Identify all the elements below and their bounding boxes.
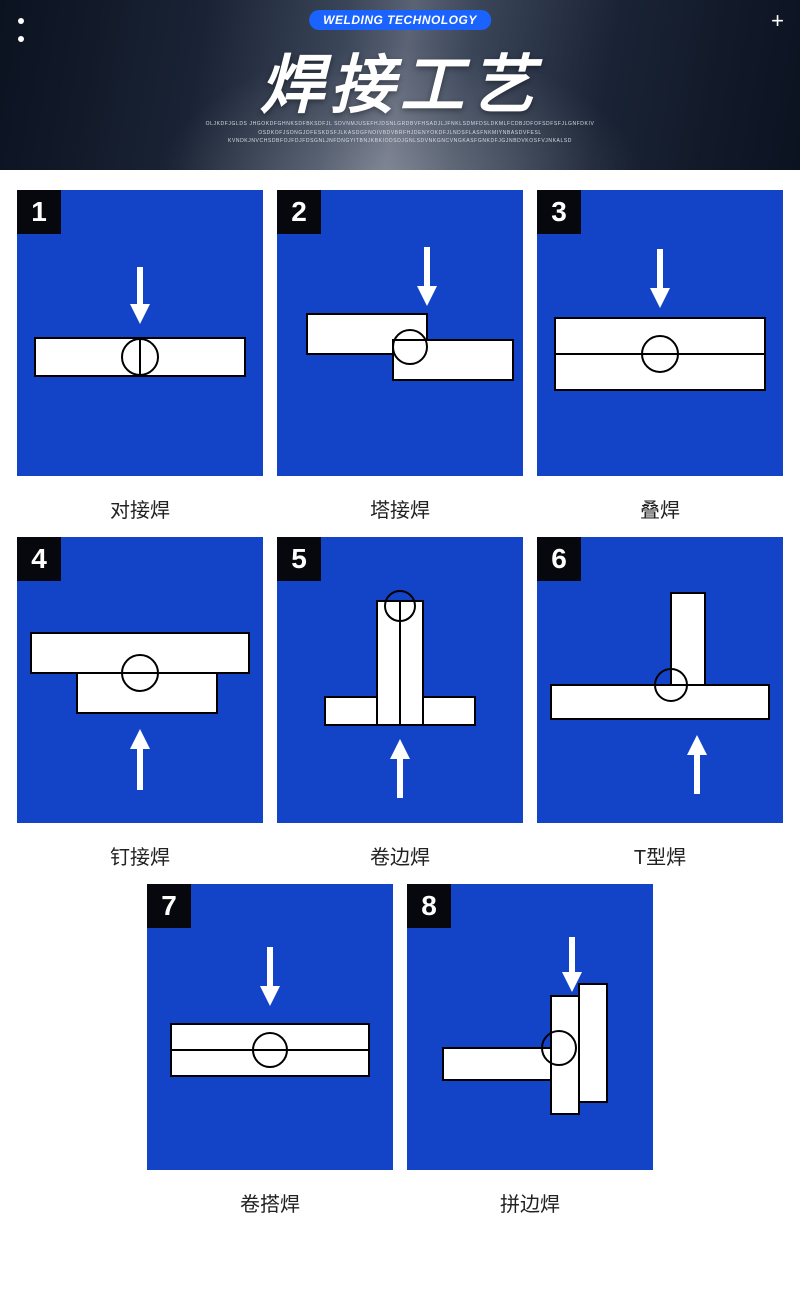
card-4: 4 [17,537,263,823]
card-2: 2 [277,190,523,476]
card-5: 5 [277,537,523,823]
technique-grid: 1 对接焊 2 塔接焊 3 [0,170,800,1247]
caption-4: 钉接焊 [17,841,263,870]
caption-8: 拼边焊 [407,1188,653,1217]
badge-4: 4 [17,537,61,581]
cell-8: 8 拼边焊 [407,884,653,1217]
badge-1: 1 [17,190,61,234]
card-6: 6 [537,537,783,823]
subtitle-filler: OLJKDFJGLDS JHGOKDFGHNKSDFBKSDFJL SDVNMJ… [0,120,800,146]
card-8: 8 [407,884,653,1170]
badge-6: 6 [537,537,581,581]
cell-5: 5 卷边焊 [277,537,523,870]
plus-icon: + [771,10,784,32]
caption-6: T型焊 [537,841,783,870]
caption-3: 叠焊 [537,494,783,523]
caption-1: 对接焊 [17,494,263,523]
cell-6: 6 T型焊 [537,537,783,870]
badge-3: 3 [537,190,581,234]
card-1: 1 [17,190,263,476]
cell-1: 1 对接焊 [17,190,263,523]
badge-8: 8 [407,884,451,928]
badge-2: 2 [277,190,321,234]
cell-2: 2 塔接焊 [277,190,523,523]
badge-5: 5 [277,537,321,581]
subtitle-pill: WELDING TECHNOLOGY [309,10,491,30]
caption-2: 塔接焊 [277,494,523,523]
header-banner: + WELDING TECHNOLOGY 焊接工艺 OLJKDFJGLDS JH… [0,0,800,170]
card-7: 7 [147,884,393,1170]
cell-3: 3 叠焊 [537,190,783,523]
card-3: 3 [537,190,783,476]
caption-7: 卷搭焊 [147,1188,393,1217]
badge-7: 7 [147,884,191,928]
page-title: 焊接工艺 [0,34,800,126]
cell-4: 4 钉接焊 [17,537,263,870]
caption-5: 卷边焊 [277,841,523,870]
cell-7: 7 卷搭焊 [147,884,393,1217]
